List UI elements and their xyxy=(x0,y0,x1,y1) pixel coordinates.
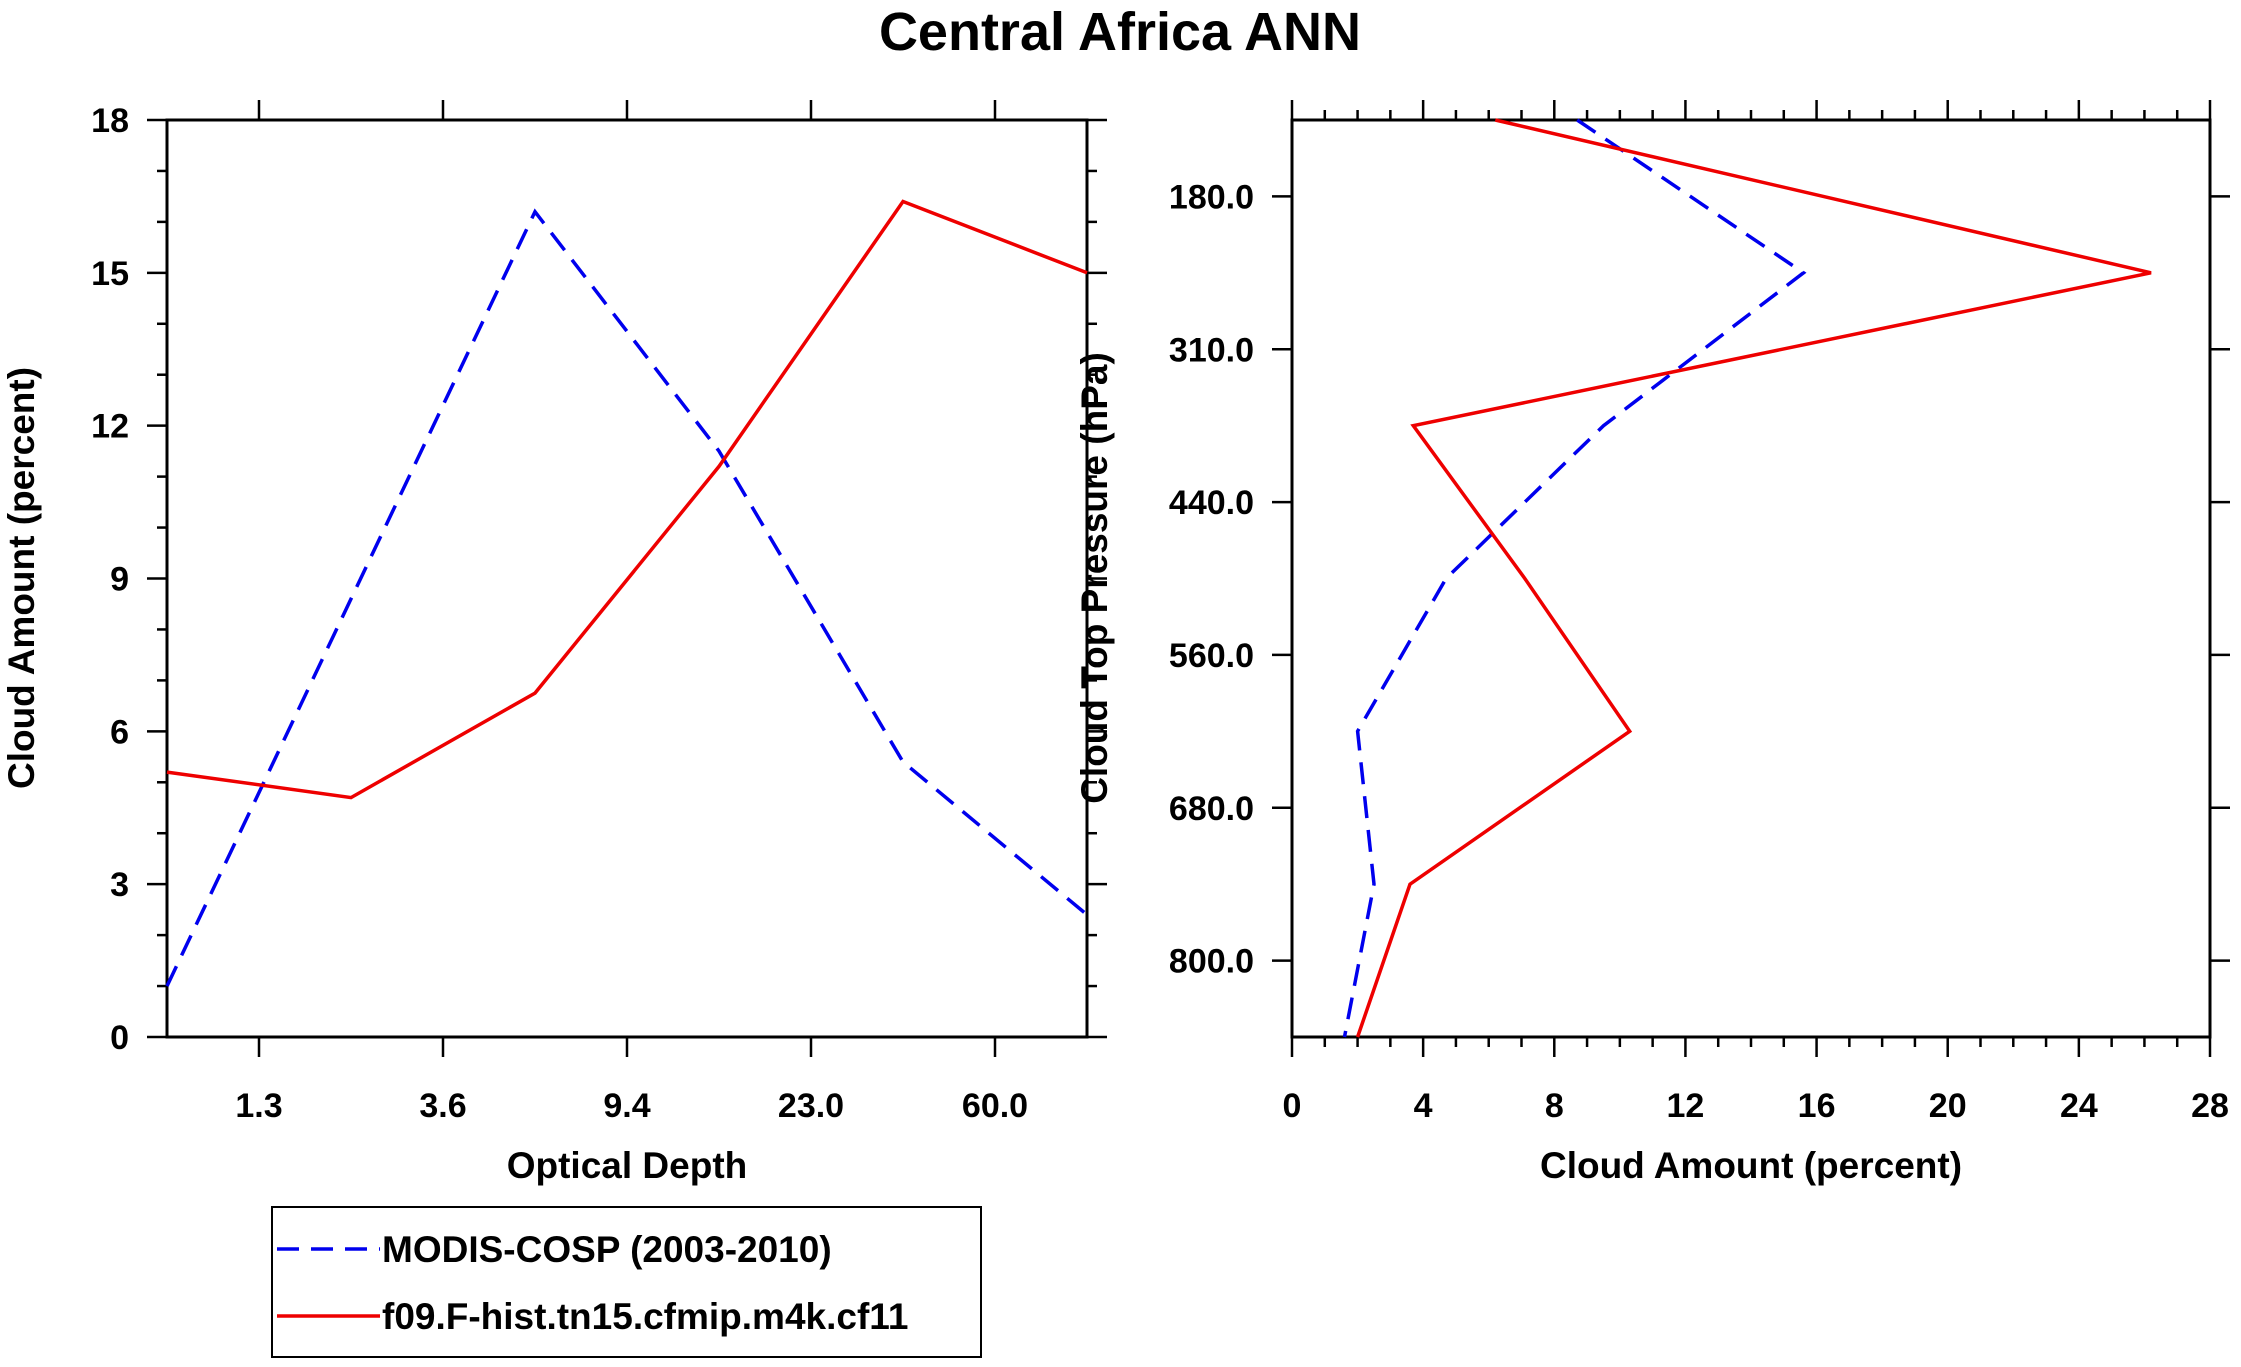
left-y-tick-label: 6 xyxy=(110,713,129,751)
legend-label-modis: MODIS-COSP (2003-2010) xyxy=(382,1229,832,1270)
legend: MODIS-COSP (2003-2010) f09.F-hist.tn15.c… xyxy=(271,1206,982,1358)
right-x-tick-label: 20 xyxy=(1929,1087,1967,1125)
left-x-axis-label: Optical Depth xyxy=(507,1145,748,1186)
left-x-tick-label: 23.0 xyxy=(778,1087,844,1125)
legend-label-model: f09.F-hist.tn15.cfmip.m4k.cf11 xyxy=(382,1296,908,1337)
right-x-tick-label: 28 xyxy=(2191,1087,2229,1125)
left-series-group xyxy=(165,199,1089,987)
left-y-axis-label: Cloud Amount (percent) xyxy=(1,367,42,789)
left-axis-ticks: 0 3 6 9 12 15 18 1.3 3.6 9.4 23.0 60.0 xyxy=(91,100,1107,1125)
right-x-tick-label: 4 xyxy=(1414,1087,1433,1125)
left-y-tick-label: 12 xyxy=(91,408,129,446)
left-x-tick-label: 3.6 xyxy=(419,1087,466,1125)
left-series-line-0 xyxy=(165,208,1089,987)
right-x-tick-label: 0 xyxy=(1283,1087,1302,1125)
right-x-tick-label: 12 xyxy=(1667,1087,1705,1125)
left-y-tick-label: 9 xyxy=(110,561,129,599)
right-x-tick-label: 8 xyxy=(1545,1087,1564,1125)
right-plot-frame xyxy=(1290,118,2212,1039)
left-y-tick-label: 3 xyxy=(110,866,129,904)
left-series-line-1 xyxy=(166,199,1088,800)
right-x-axis-label: Cloud Amount (percent) xyxy=(1540,1145,1962,1186)
right-series-line-1 xyxy=(1355,118,2152,1038)
right-x-tick-label: 24 xyxy=(2060,1087,2098,1125)
left-x-tick-label: 9.4 xyxy=(603,1087,650,1125)
right-y-axis-label: Cloud Top Pressure (hPa) xyxy=(1074,352,1115,804)
chart-title: Central Africa ANN xyxy=(879,2,1361,62)
right-y-tick-label: 180.0 xyxy=(1169,178,1254,216)
legend-box xyxy=(271,1206,982,1358)
right-y-tick-label: 680.0 xyxy=(1169,790,1254,828)
left-y-tick-label: 15 xyxy=(91,255,129,293)
right-axis-ticks: 0 4 8 12 16 20 24 28 180.0 310.0 440.0 560.0 680.0 80… xyxy=(1169,100,2230,1125)
right-y-tick-label: 800.0 xyxy=(1169,943,1254,981)
left-x-tick-label: 60.0 xyxy=(962,1087,1028,1125)
right-series-group xyxy=(1342,118,2152,1038)
left-y-tick-label: 0 xyxy=(110,1019,129,1057)
right-y-tick-label: 560.0 xyxy=(1169,637,1254,675)
pressure-profile-panel: 0 4 8 12 16 20 24 28 180.0 310.0 440.0 560.0 680.0 80… xyxy=(1074,100,2230,1186)
right-x-tick-label: 16 xyxy=(1798,1087,1836,1125)
right-series-line-0 xyxy=(1342,118,1807,1038)
right-y-tick-label: 440.0 xyxy=(1169,484,1254,522)
left-x-tick-label: 1.3 xyxy=(235,1087,282,1125)
right-y-tick-label: 310.0 xyxy=(1169,331,1254,369)
optical-depth-panel: 0 3 6 9 12 15 18 1.3 3.6 9.4 23.0 60.0 Optical Dept… xyxy=(1,100,1107,1186)
left-y-tick-label: 18 xyxy=(91,102,129,140)
